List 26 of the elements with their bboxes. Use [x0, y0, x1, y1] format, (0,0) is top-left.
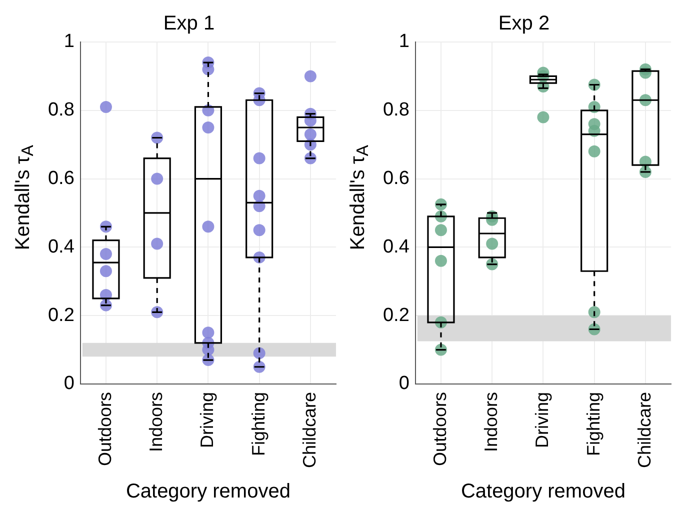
y-tick-label: 0.6 — [48, 168, 74, 190]
y-tick-label: 0.4 — [382, 236, 410, 258]
x-tick-label: Indoors — [146, 392, 166, 452]
y-tick-label: 0 — [64, 373, 74, 394]
x-tick-label: Fighting — [583, 392, 604, 456]
chart-title: Exp 1 — [163, 12, 215, 35]
y-tick-label: 0.2 — [382, 304, 410, 326]
y-tick-label: 0.4 — [48, 236, 75, 258]
x-tick-label: Fighting — [248, 392, 268, 456]
y-tick-label: 1 — [398, 31, 410, 52]
x-tick-label: Childcare — [634, 392, 654, 468]
x-axis-title: Category removed — [126, 480, 290, 503]
y-tick-label: 0 — [398, 373, 410, 394]
x-tick-label: Outdoors — [430, 392, 450, 466]
x-tick-label: Indoors — [481, 392, 502, 452]
y-tick-label: 0.6 — [382, 168, 410, 190]
x-axis-title: Category removed — [460, 480, 626, 503]
chart-title: Exp 2 — [498, 12, 550, 35]
y-tick-label: 1 — [64, 31, 74, 52]
y-tick-label: 0.8 — [382, 100, 410, 121]
x-tick-label: Driving — [197, 392, 218, 448]
x-tick-label: Outdoors — [94, 392, 115, 466]
y-tick-label: 0.2 — [48, 304, 74, 326]
y-tick-label: 0.8 — [48, 100, 74, 121]
x-tick-label: Driving — [532, 392, 552, 448]
x-tick-label: Childcare — [299, 392, 320, 468]
